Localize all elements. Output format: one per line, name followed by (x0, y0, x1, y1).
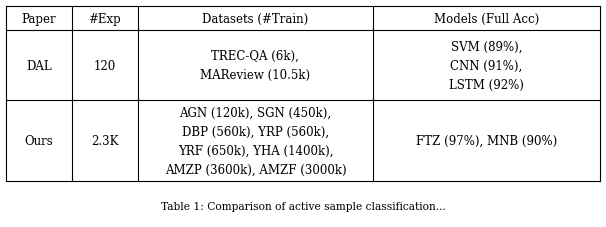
Text: Ours: Ours (24, 134, 53, 147)
Text: SVM (89%),
CNN (91%),
LSTM (92%): SVM (89%), CNN (91%), LSTM (92%) (449, 40, 524, 91)
Text: DAL: DAL (26, 59, 52, 72)
Text: 120: 120 (94, 59, 116, 72)
Text: Paper: Paper (21, 13, 56, 26)
Text: Table 1: Comparison of active sample classification...: Table 1: Comparison of active sample cla… (161, 202, 445, 212)
Text: TREC-QA (6k),
MAReview (10.5k): TREC-QA (6k), MAReview (10.5k) (201, 50, 310, 82)
Text: AGN (120k), SGN (450k),
DBP (560k), YRP (560k),
YRF (650k), YHA (1400k),
AMZP (3: AGN (120k), SGN (450k), DBP (560k), YRP … (165, 106, 346, 176)
Text: Datasets (#Train): Datasets (#Train) (202, 13, 308, 26)
Text: #Exp: #Exp (88, 13, 121, 26)
Text: FTZ (97%), MNB (90%): FTZ (97%), MNB (90%) (416, 134, 557, 147)
Text: Models (Full Acc): Models (Full Acc) (434, 13, 539, 26)
Text: 2.3K: 2.3K (91, 134, 119, 147)
